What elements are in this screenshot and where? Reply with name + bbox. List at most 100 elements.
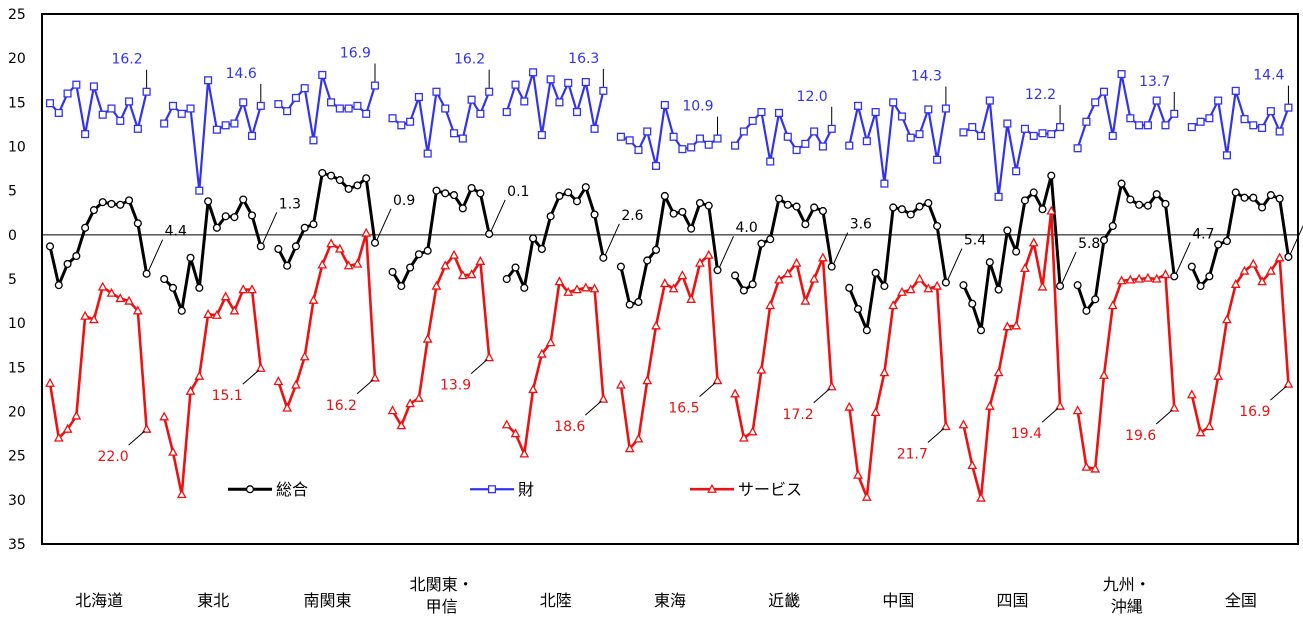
data-point [45, 242, 55, 251]
end-value-label: 18.6 [554, 419, 585, 435]
data-point [1213, 370, 1224, 380]
data-point [1275, 127, 1284, 136]
data-point [906, 133, 915, 142]
data-point [959, 128, 968, 137]
data-point [1135, 121, 1144, 130]
data-point [142, 269, 151, 278]
data-point [968, 299, 977, 308]
data-point [247, 211, 257, 220]
data-point [168, 283, 178, 292]
data-point [273, 376, 284, 386]
y-tick-label: 0 [8, 228, 17, 244]
data-point [1011, 320, 1022, 330]
data-point [291, 379, 301, 389]
data-point [1222, 314, 1232, 324]
data-point [774, 274, 784, 284]
data-point [519, 448, 530, 458]
data-point [291, 242, 300, 251]
data-point [879, 367, 890, 377]
data-point [195, 186, 204, 195]
data-point [634, 145, 643, 155]
data-point [239, 98, 248, 107]
data-point [564, 188, 573, 197]
end-value-label: 13.9 [440, 378, 471, 394]
end-value-label: 16.2 [454, 52, 485, 68]
data-point [1170, 272, 1179, 281]
data-point [520, 97, 529, 106]
x-category-label: 東海 [654, 591, 686, 610]
data-point [598, 393, 609, 403]
data-point [915, 202, 924, 211]
series-layer [45, 68, 1294, 502]
data-point [968, 123, 977, 132]
end-value-label: 14.6 [226, 66, 257, 82]
data-point [747, 426, 758, 436]
data-point [71, 410, 82, 420]
data-point [1072, 405, 1083, 415]
data-point [1231, 188, 1240, 197]
data-point [283, 261, 292, 270]
data-point [124, 295, 134, 305]
end-value-label: 1.3 [279, 196, 301, 212]
data-point [1038, 205, 1047, 214]
data-point [352, 258, 363, 268]
data-point [827, 262, 836, 271]
end-value-label: 16.5 [668, 401, 699, 417]
data-point [343, 260, 354, 270]
data-point [707, 483, 717, 493]
data-point [159, 411, 170, 421]
x-category-label: 北陸 [540, 591, 572, 610]
data-point [1240, 115, 1249, 124]
data-point [1266, 191, 1275, 200]
data-point [914, 273, 925, 283]
x-category-label: 中国 [882, 591, 914, 610]
data-point [449, 249, 459, 259]
data-point [107, 104, 116, 113]
data-point [862, 326, 871, 335]
data-point [160, 274, 169, 284]
data-point [634, 297, 643, 307]
label-leader [1041, 407, 1059, 423]
data-point [862, 137, 871, 146]
end-value-label: 15.1 [212, 388, 243, 404]
legend: 総合 財 サービス [228, 480, 802, 499]
x-category-label: 沖縄 [1111, 597, 1143, 616]
data-point [204, 76, 213, 85]
series-line [505, 185, 605, 290]
series-1 [45, 68, 1293, 201]
data-point [1161, 199, 1170, 208]
data-point [853, 469, 863, 479]
x-category-label: 全国 [1225, 591, 1257, 610]
data-point [897, 286, 907, 296]
data-point [905, 284, 916, 294]
end-labels-layer: 4.41.30.90.12.64.03.65.45.84.72.516.214.… [97, 46, 1303, 465]
series-line [848, 101, 947, 185]
data-point [1038, 129, 1047, 138]
data-point [1125, 274, 1136, 284]
label-leader [1289, 224, 1303, 255]
data-point [361, 227, 372, 237]
x-category-label: 甲信 [426, 597, 458, 616]
data-point [810, 127, 819, 136]
data-point [546, 212, 555, 221]
data-point [432, 186, 441, 195]
data-point [985, 258, 994, 267]
data-point [406, 263, 415, 272]
data-point [1143, 201, 1152, 210]
data-point [801, 139, 810, 148]
data-point [194, 370, 205, 380]
data-point [616, 132, 625, 141]
legend-label: 総合 [276, 480, 308, 499]
data-point [580, 282, 591, 292]
data-point [1090, 463, 1101, 473]
data-point [1169, 402, 1180, 412]
end-value-label: 5.8 [1078, 236, 1100, 252]
data-point [476, 189, 485, 198]
data-point [529, 234, 538, 243]
end-value-label: 16.9 [340, 46, 371, 62]
data-point [915, 130, 924, 139]
legend-label: サービス [738, 480, 802, 499]
data-point [441, 104, 450, 113]
data-point [431, 280, 442, 290]
data-point [89, 206, 98, 215]
